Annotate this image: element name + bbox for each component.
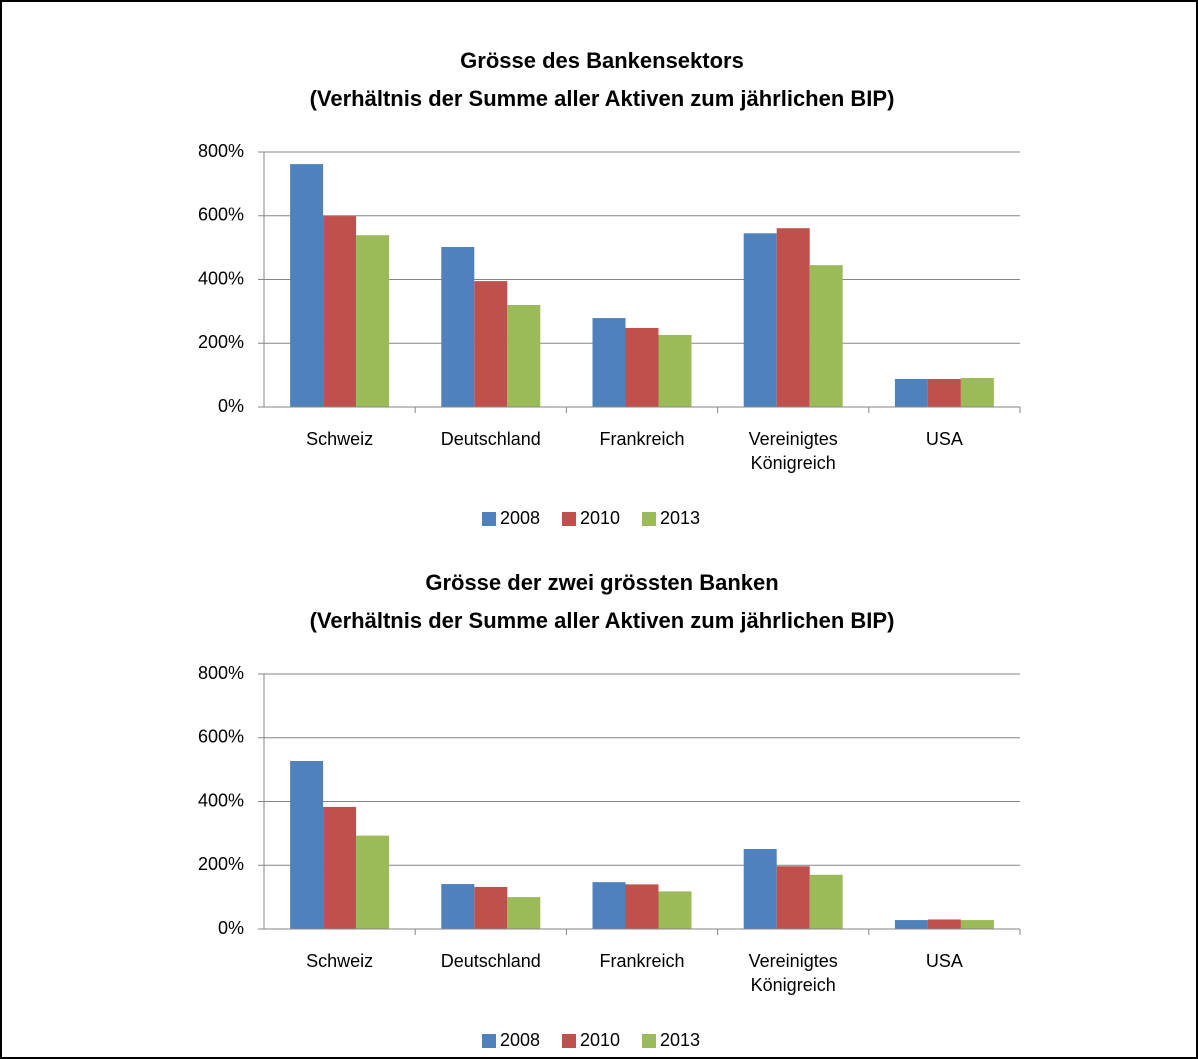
legend-label: 2008 bbox=[500, 508, 540, 528]
chart-subtitle: (Verhältnis der Summe aller Aktiven zum … bbox=[310, 86, 895, 111]
x-tick-label: Schweiz bbox=[306, 951, 374, 971]
legend-swatch bbox=[642, 1034, 656, 1048]
x-tick-label: Frankreich bbox=[599, 429, 685, 449]
bar bbox=[290, 164, 324, 407]
y-tick-label: 200% bbox=[198, 332, 244, 352]
y-tick-label: 800% bbox=[198, 141, 244, 161]
bar bbox=[658, 891, 692, 929]
bar bbox=[290, 761, 324, 929]
x-tick-label: Deutschland bbox=[440, 951, 541, 971]
bar bbox=[743, 233, 777, 407]
legend-label: 2010 bbox=[580, 508, 620, 528]
x-tick-label: Deutschland bbox=[440, 429, 541, 449]
bar bbox=[658, 334, 692, 407]
bar bbox=[592, 318, 626, 407]
bar bbox=[507, 897, 541, 929]
x-tick-label: Frankreich bbox=[599, 951, 685, 971]
bar bbox=[809, 874, 843, 929]
bar bbox=[960, 377, 994, 407]
legend-label: 2008 bbox=[500, 1030, 540, 1050]
chart-subtitle: (Verhältnis der Summe aller Aktiven zum … bbox=[310, 608, 895, 633]
y-tick-label: 600% bbox=[198, 727, 244, 747]
bar bbox=[507, 305, 541, 407]
bar bbox=[776, 866, 810, 929]
legend-label: 2013 bbox=[660, 1030, 700, 1050]
bar bbox=[474, 886, 508, 929]
legend-swatch bbox=[482, 512, 496, 526]
legend-swatch bbox=[562, 512, 576, 526]
bar bbox=[894, 378, 928, 407]
bar bbox=[743, 848, 777, 929]
x-tick-label: USA bbox=[925, 951, 963, 971]
bar bbox=[356, 235, 390, 407]
bar bbox=[323, 806, 357, 929]
y-tick-label: 600% bbox=[198, 205, 244, 225]
y-tick-label: 200% bbox=[198, 854, 244, 874]
x-tick-label: Vereinigtes Königreich bbox=[748, 951, 838, 995]
chart-title: Grösse des Bankensektors bbox=[460, 48, 744, 73]
x-tick-label: Vereinigtes Königreich bbox=[748, 429, 838, 473]
bar bbox=[356, 835, 390, 929]
legend-swatch bbox=[562, 1034, 576, 1048]
y-tick-label: 400% bbox=[198, 268, 244, 288]
bar bbox=[776, 228, 810, 407]
legend-label: 2010 bbox=[580, 1030, 620, 1050]
legend-swatch bbox=[642, 512, 656, 526]
bar bbox=[474, 281, 508, 407]
bar bbox=[625, 327, 659, 407]
bar bbox=[592, 882, 626, 929]
x-tick-label: Schweiz bbox=[306, 429, 374, 449]
bar bbox=[441, 884, 475, 929]
bar bbox=[323, 216, 357, 407]
x-tick-label: USA bbox=[925, 429, 963, 449]
y-tick-label: 800% bbox=[198, 663, 244, 683]
bar bbox=[927, 919, 961, 929]
y-tick-label: 0% bbox=[218, 918, 244, 938]
bar bbox=[960, 920, 994, 929]
bar bbox=[809, 265, 843, 407]
y-tick-label: 0% bbox=[218, 396, 244, 416]
legend-swatch bbox=[482, 1034, 496, 1048]
bar bbox=[894, 920, 928, 929]
bar bbox=[441, 246, 475, 407]
bar bbox=[927, 378, 961, 407]
y-tick-label: 400% bbox=[198, 790, 244, 810]
bar bbox=[625, 884, 659, 929]
chart-title: Grösse der zwei grössten Banken bbox=[425, 570, 778, 595]
legend-label: 2013 bbox=[660, 508, 700, 528]
